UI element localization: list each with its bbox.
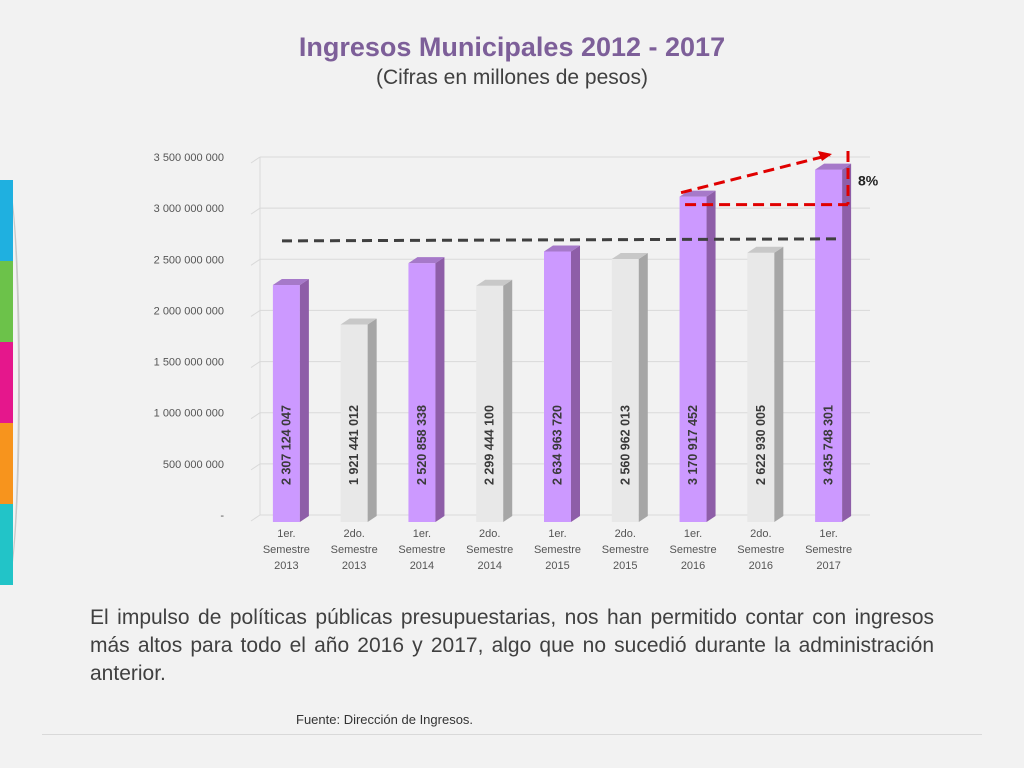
x-tick-label: 2014: [477, 560, 501, 572]
body-paragraph: El impulso de políticas públicas presupu…: [90, 606, 934, 685]
bar-top: [815, 163, 852, 170]
bar: [340, 324, 368, 522]
bar: [476, 285, 504, 522]
side-color-bar: [0, 261, 13, 342]
grid-line: [250, 361, 261, 368]
bar: [611, 259, 639, 522]
income-bar-chart: - 500 000 000 1 000 000 000 1 500 000 000 2 …: [154, 151, 879, 572]
bar-side: [299, 279, 309, 522]
bar-value-label: 3 435 748 301: [822, 405, 836, 485]
bar-top: [747, 246, 784, 253]
bar-side: [706, 190, 716, 522]
bar-top: [408, 257, 445, 264]
x-tick-label: Semestre: [670, 544, 717, 556]
bar-value-label: 3 170 917 452: [686, 405, 700, 485]
growth-arrow-line: [680, 153, 831, 195]
y-tick-label: 3 500 000 000: [154, 152, 224, 164]
bar-value-label: 1 921 441 012: [347, 405, 361, 485]
bar-side: [435, 257, 445, 522]
bar-top: [272, 279, 309, 286]
bar: [272, 285, 300, 522]
grid-line: [250, 310, 261, 317]
bar-value-label: 2 634 963 720: [551, 405, 565, 485]
y-tick-label: 2 500 000 000: [154, 254, 224, 266]
x-tick-label: Semestre: [534, 544, 581, 556]
source-note: Fuente: Dirección de Ingresos.: [296, 712, 474, 727]
side-color-bar: [0, 423, 13, 504]
x-tick-label: Semestre: [398, 544, 445, 556]
x-tick-label: Semestre: [263, 544, 310, 556]
page-title: Ingresos Municipales 2012 - 2017: [298, 32, 726, 62]
x-tick-label: 2014: [410, 560, 434, 572]
bottom-divider: [42, 734, 982, 735]
y-tick-label: 3 000 000 000: [154, 203, 224, 215]
side-color-bar: [0, 504, 13, 585]
grid-line: [250, 463, 261, 471]
x-tick-label: 2do.: [479, 528, 500, 540]
grid-line: [250, 258, 261, 266]
x-tick-label: 2016: [749, 560, 773, 572]
x-tick-label: 2013: [274, 560, 298, 572]
y-tick-label: 2 000 000 000: [154, 305, 224, 317]
trend-line: [281, 237, 841, 243]
bar-side: [774, 246, 784, 522]
y-tick-label: 1 000 000 000: [154, 408, 224, 420]
bar-side: [503, 279, 513, 522]
grid-line: [250, 207, 261, 215]
x-tick-label: 1er.: [819, 528, 837, 540]
grid-line: [250, 514, 261, 522]
side-color-bar: [0, 342, 13, 423]
side-color-bar: [0, 180, 13, 261]
bar: [544, 251, 571, 523]
side-color-bars: [0, 180, 13, 585]
x-tick-label: 1er.: [413, 528, 431, 540]
x-tick-label: 1er.: [548, 528, 566, 540]
grid-line: [250, 156, 261, 164]
growth-label: 8%: [858, 173, 879, 189]
x-tick-label: Semestre: [331, 544, 378, 556]
bar: [815, 169, 843, 523]
y-tick-label: 1 500 000 000: [154, 357, 224, 369]
y-tick-label: 500 000 000: [163, 459, 224, 471]
x-tick-label: Semestre: [737, 544, 784, 556]
bar-top: [340, 318, 377, 325]
x-tick-label: Semestre: [805, 544, 852, 556]
x-tick-label: Semestre: [602, 544, 649, 556]
x-tick-label: Semestre: [466, 544, 513, 556]
x-tick-label: 1er.: [277, 528, 295, 540]
page-subtitle: (Cifras en millones de pesos): [376, 66, 648, 89]
bar-value-label: 2 307 124 047: [279, 405, 293, 485]
bar-value-label: 2 622 930 005: [754, 405, 768, 485]
x-tick-label: 2do.: [615, 528, 636, 540]
x-tick-label: 2015: [613, 560, 637, 572]
grid-line: [250, 412, 261, 420]
y-tick-label: -: [220, 510, 224, 522]
bar-side: [367, 318, 377, 522]
bar-top: [544, 245, 580, 252]
bar: [679, 196, 707, 522]
x-tick-label: 2016: [681, 560, 705, 572]
x-tick-label: 2017: [816, 560, 840, 572]
bar-top: [476, 279, 513, 286]
x-tick-label: 2do.: [343, 528, 364, 540]
bar-value-label: 2 560 962 013: [618, 405, 632, 485]
growth-arrowhead: [818, 151, 832, 161]
side-arc-decoration: [0, 180, 20, 585]
bar-value-label: 2 520 858 338: [415, 405, 429, 485]
bar: [747, 252, 775, 522]
bar-side: [638, 253, 648, 522]
x-tick-label: 2015: [545, 560, 569, 572]
x-tick-label: 2013: [342, 560, 366, 572]
bar-side: [571, 245, 580, 523]
bar-top: [611, 253, 648, 260]
x-tick-label: 2do.: [750, 528, 771, 540]
bar: [408, 263, 436, 522]
x-tick-label: 1er.: [684, 528, 702, 540]
bar-value-label: 2 299 444 100: [483, 405, 497, 485]
bar-side: [842, 163, 852, 523]
